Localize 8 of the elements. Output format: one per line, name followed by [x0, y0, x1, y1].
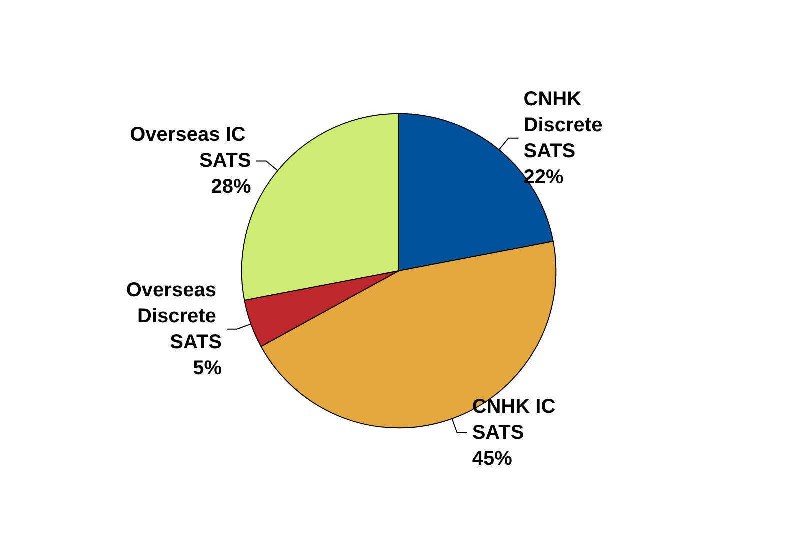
data-label: 5% [193, 357, 222, 380]
slice-label: Overseas IC SATS [130, 124, 252, 172]
slice-label: CNHK Discrete SATS [524, 88, 608, 162]
slice-label: Overseas Discrete SATS [126, 279, 222, 354]
slice-label: CNHK IC SATS [472, 396, 562, 444]
data-label: 22% [524, 166, 564, 188]
data-label: 45% [472, 448, 513, 470]
data-label: 28% [211, 176, 252, 198]
